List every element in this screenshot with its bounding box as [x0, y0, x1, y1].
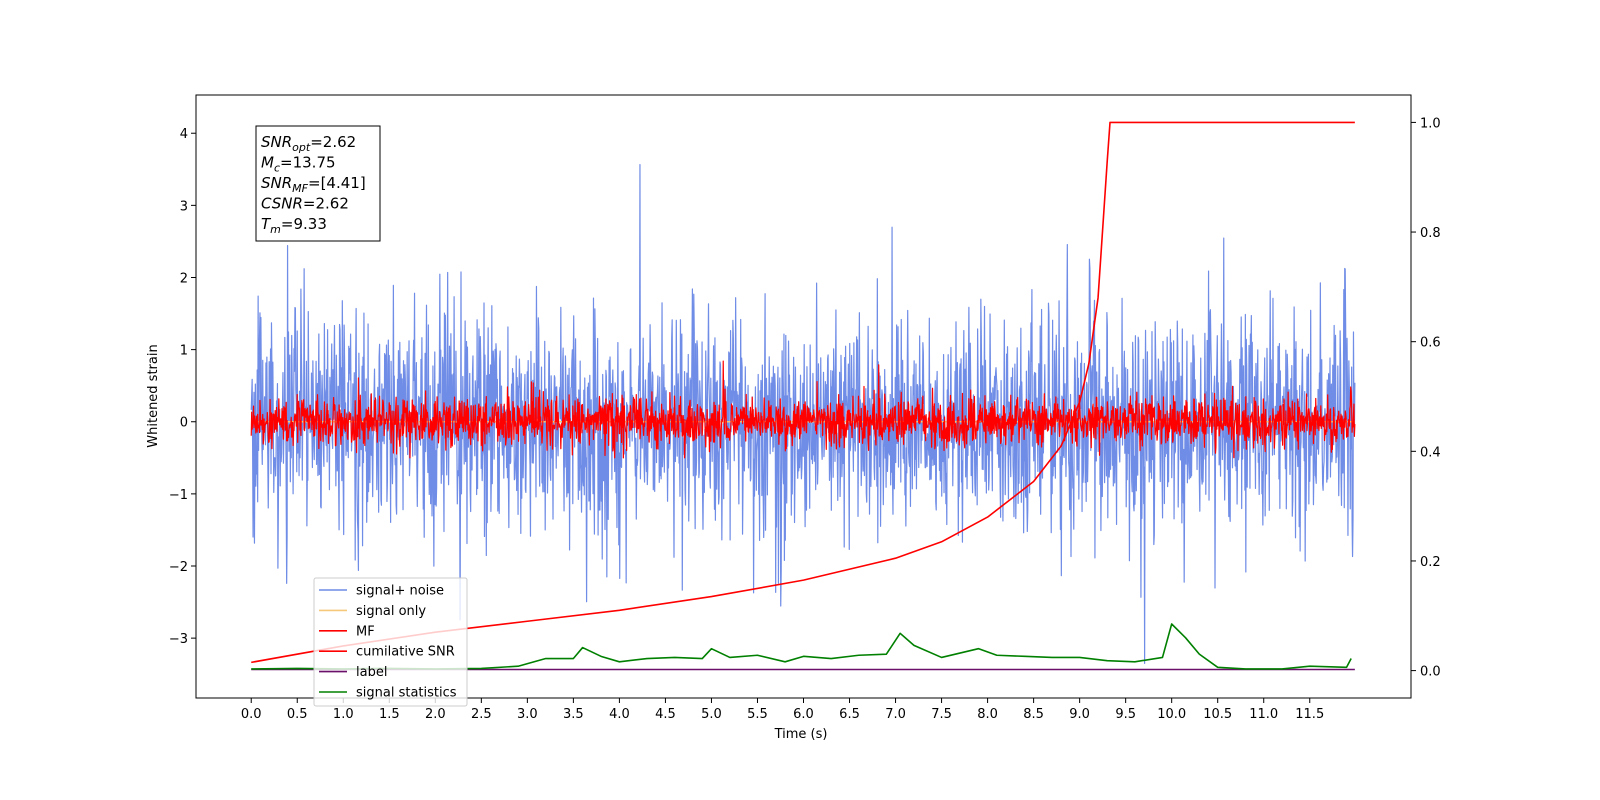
annotation-subscript: opt: [292, 141, 311, 154]
y-left-tick-label: 1: [180, 344, 188, 359]
x-tick-label: 8.0: [977, 707, 998, 722]
y-left-tick-label: −1: [169, 488, 188, 503]
x-tick-label: 10.5: [1203, 707, 1232, 722]
annotation-line: SNRopt=2.62: [261, 133, 356, 154]
x-tick-label: 7.0: [885, 707, 906, 722]
annotation-symbol: T: [261, 215, 272, 233]
x-tick-label: 5.0: [701, 707, 722, 722]
x-tick-label: 2.0: [425, 707, 446, 722]
legend: signal+ noise signal only MF cumilative SNR…: [313, 577, 468, 707]
y-right-tick-label: 0.4: [1420, 445, 1441, 460]
series-signal-statistics: [251, 623, 1352, 670]
annotation-box: SNRopt=2.62Mc=13.75SNRMF=[4.41]CSNR=2.62…: [255, 125, 381, 242]
annotation-line: Tm=9.33: [261, 215, 327, 236]
x-tick-label: 1.0: [333, 707, 354, 722]
x-tick-label: 4.0: [609, 707, 630, 722]
y-left-tick-label: 3: [180, 199, 188, 214]
x-tick-label: 1.5: [379, 707, 400, 722]
y-left-tick-label: 4: [180, 127, 188, 142]
legend-entry: label: [356, 665, 387, 680]
y-axis-label: Whitened strain: [146, 344, 161, 447]
y-right-tick-label: 0.6: [1420, 336, 1441, 351]
y-left-tick-label: −2: [169, 560, 188, 575]
x-tick-label: 8.5: [1023, 707, 1044, 722]
annotation-line: SNRMF=[4.41]: [261, 174, 366, 195]
y-right-tick-label: 1.0: [1420, 116, 1441, 131]
x-tick-label: 4.5: [655, 707, 676, 722]
x-tick-label: 10.0: [1157, 707, 1186, 722]
annotation-line: Mc=13.75: [261, 154, 336, 175]
annotation-symbol: M: [261, 154, 274, 172]
x-axis: 0.0 0.5 1.0 1.5 2.0 2.5 3.0 3.5 4.0 4.5 5.0 5.5 6.0 6…: [241, 698, 1324, 722]
x-tick-label: 11.5: [1295, 707, 1324, 722]
x-tick-label: 6.5: [839, 707, 860, 722]
annotation-symbol: SNR: [261, 133, 292, 151]
y-left-tick-label: 0: [180, 416, 188, 431]
annotation-subscript: m: [270, 223, 281, 236]
y-axis-left: −3 −2 −1 0 1 2 3 4: [169, 127, 196, 647]
x-tick-label: 3.0: [517, 707, 538, 722]
annotation-frame: [255, 125, 381, 242]
annotation-value: =9.33: [281, 215, 327, 233]
legend-entry: cumilative SNR: [356, 645, 455, 660]
x-tick-label: 6.0: [793, 707, 814, 722]
y-right-tick-label: 0.0: [1420, 665, 1441, 680]
series-cumilative-snr: [251, 121, 1355, 664]
legend-entry: MF: [356, 624, 375, 639]
legend-entry: signal+ noise: [356, 584, 444, 599]
y-left-tick-label: −3: [169, 632, 188, 647]
x-tick-label: 0.5: [287, 707, 308, 722]
y-right-tick-label: 0.8: [1420, 226, 1441, 241]
annotation-line: CSNR=2.62: [261, 195, 349, 213]
legend-entry: signal statistics: [356, 686, 457, 701]
x-tick-label: 5.5: [747, 707, 768, 722]
annotation-value: =13.75: [280, 154, 336, 172]
x-tick-label: 11.0: [1249, 707, 1278, 722]
x-tick-label: 3.5: [563, 707, 584, 722]
x-tick-label: 0.0: [241, 707, 262, 722]
annotation-subscript: MF: [292, 182, 308, 195]
x-tick-label: 2.5: [471, 707, 492, 722]
legend-entry: signal only: [356, 604, 426, 619]
x-tick-label: 7.5: [931, 707, 952, 722]
y-right-tick-label: 0.2: [1420, 555, 1441, 570]
annotation-value: =[4.41]: [308, 174, 366, 192]
x-axis-label: Time (s): [774, 727, 828, 742]
y-axis-right: 0.0 0.2 0.4 0.6 0.8 1.0: [1411, 116, 1441, 680]
y-left-tick-label: 2: [180, 271, 188, 286]
annotation-subscript: c: [274, 162, 280, 175]
series-mf: [250, 360, 1356, 459]
x-tick-label: 9.0: [1069, 707, 1090, 722]
x-tick-label: 9.5: [1115, 707, 1136, 722]
annotation-symbol: SNR: [261, 174, 292, 192]
legend-frame: [313, 577, 468, 707]
annotation-value: =2.62: [303, 195, 349, 213]
annotation-value: =2.62: [310, 133, 356, 151]
annotation-symbol: CSNR: [261, 195, 303, 213]
